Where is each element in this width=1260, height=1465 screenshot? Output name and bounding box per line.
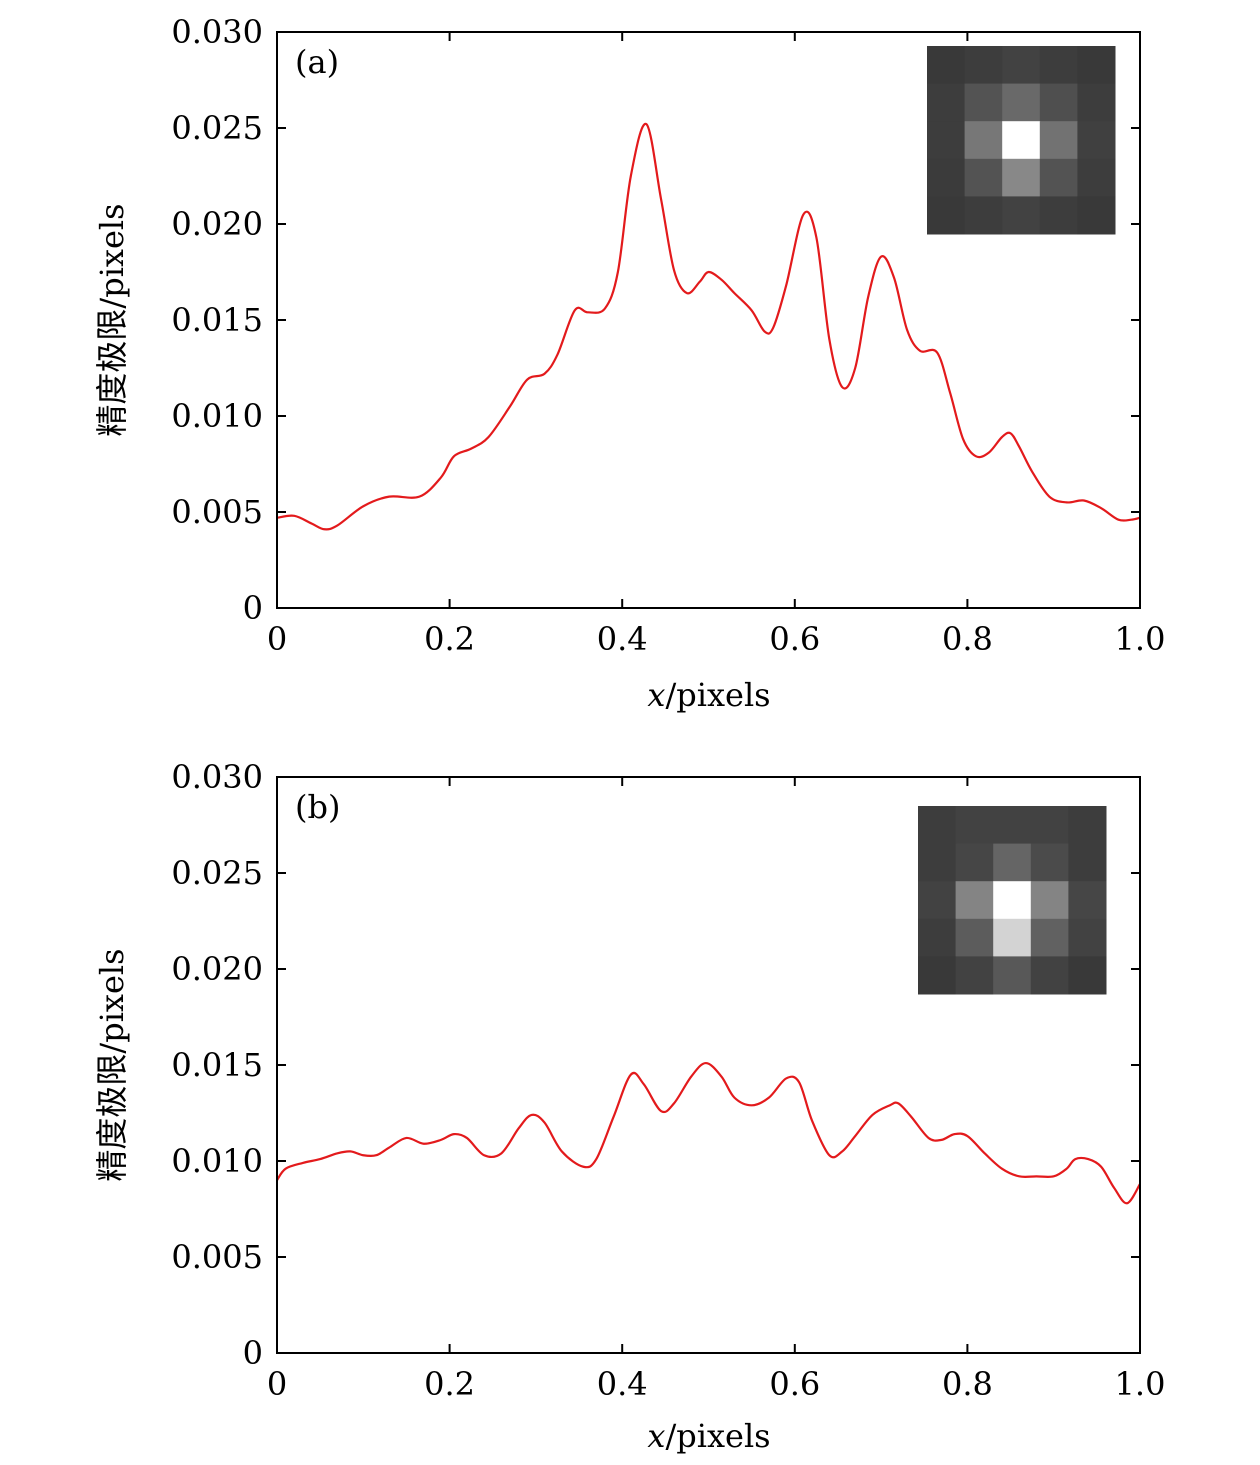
y-tick-label: 0.010 — [171, 1142, 263, 1180]
inset-pixel — [918, 881, 957, 920]
x-tick-label: 0.4 — [597, 620, 648, 658]
inset-pixel — [955, 918, 994, 957]
y-tick-label: 0.005 — [171, 493, 263, 531]
inset-pixel — [1077, 83, 1116, 122]
x-ticks-a: 0 0.2 0.4 0.6 0.8 1.0 — [267, 32, 1166, 658]
x-axis-title-a: x/pixels — [647, 676, 770, 714]
inset-pixel — [1068, 806, 1107, 845]
inset-pixel — [1068, 918, 1107, 957]
inset-pixel — [964, 46, 1003, 85]
inset-pixel — [918, 806, 957, 845]
y-axis-title-b: 精度极限/pixels — [93, 948, 131, 1181]
x-axis-title-b: x/pixels — [647, 1417, 770, 1455]
x-tick-label: 0 — [267, 1365, 287, 1403]
inset-pixel — [927, 46, 966, 85]
inset-pixel — [1002, 46, 1041, 85]
y-tick-label: 0.005 — [171, 1238, 263, 1276]
inset-pixel — [993, 843, 1032, 882]
inset-pixel — [927, 158, 966, 197]
y-tick-label: 0.030 — [171, 13, 263, 51]
inset-pixel — [964, 121, 1003, 160]
psf-inset-b — [918, 806, 1107, 995]
inset-pixel — [1068, 843, 1107, 882]
inset-pixel — [1030, 918, 1069, 957]
y-ticks-a: 0 0.005 0.010 0.015 0.020 0.025 0.030 — [171, 13, 1140, 627]
inset-pixel — [993, 956, 1032, 995]
inset-pixel — [1030, 843, 1069, 882]
inset-pixel — [964, 158, 1003, 197]
inset-pixel — [993, 881, 1032, 920]
panel-label-b: (b) — [295, 788, 340, 826]
x-tick-label: 0.8 — [942, 620, 993, 658]
inset-pixel — [927, 121, 966, 160]
inset-pixel — [1039, 158, 1078, 197]
x-tick-label: 0 — [267, 620, 287, 658]
y-ticks-b: 0 0.005 0.010 0.015 0.020 0.025 0.030 — [171, 758, 1140, 1372]
x-tick-label: 0.8 — [942, 1365, 993, 1403]
y-axis-title-a: 精度极限/pixels — [93, 203, 131, 436]
inset-pixel — [955, 881, 994, 920]
y-tick-label: 0.020 — [171, 205, 263, 243]
inset-pixel — [1077, 158, 1116, 197]
inset-pixel — [1077, 196, 1116, 235]
inset-pixel — [1039, 83, 1078, 122]
inset-pixel — [1039, 196, 1078, 235]
y-tick-label: 0.020 — [171, 950, 263, 988]
x-tick-label: 0.6 — [769, 620, 820, 658]
panel-label-a: (a) — [295, 43, 339, 81]
x-tick-label: 1.0 — [1115, 620, 1166, 658]
inset-pixel — [1030, 956, 1069, 995]
y-tick-label: 0.025 — [171, 109, 263, 147]
psf-inset-a — [927, 46, 1116, 235]
inset-pixel — [927, 196, 966, 235]
inset-pixel — [964, 196, 1003, 235]
plot-frame-b — [276, 776, 1141, 1354]
inset-pixel — [1039, 121, 1078, 160]
inset-pixel — [1002, 196, 1041, 235]
inset-pixel — [927, 83, 966, 122]
x-tick-label: 1.0 — [1115, 1365, 1166, 1403]
inset-pixel — [918, 956, 957, 995]
inset-pixel — [955, 843, 994, 882]
inset-pixel — [1068, 956, 1107, 995]
x-tick-label: 0.4 — [597, 1365, 648, 1403]
inset-pixel — [1068, 881, 1107, 920]
inset-pixel — [964, 83, 1003, 122]
inset-pixel — [1039, 46, 1078, 85]
x-tick-label: 0.6 — [769, 1365, 820, 1403]
inset-pixel — [1002, 121, 1041, 160]
inset-pixel — [955, 956, 994, 995]
inset-pixel — [918, 918, 957, 957]
inset-pixel — [955, 806, 994, 845]
x-tick-label: 0.2 — [424, 620, 475, 658]
inset-pixel — [1002, 158, 1041, 197]
y-tick-label: 0 — [243, 1334, 263, 1372]
inset-pixel — [993, 806, 1032, 845]
inset-pixel — [1077, 46, 1116, 85]
y-tick-label: 0.025 — [171, 854, 263, 892]
inset-pixel — [1002, 83, 1041, 122]
inset-pixel — [1077, 121, 1116, 160]
x-tick-label: 0.2 — [424, 1365, 475, 1403]
y-tick-label: 0.015 — [171, 301, 263, 339]
plot-frame-a — [276, 31, 1141, 609]
inset-pixel — [1030, 881, 1069, 920]
y-tick-label: 0.010 — [171, 397, 263, 435]
series-line-b — [276, 1061, 1141, 1205]
series-line-a — [276, 123, 1141, 531]
inset-pixel — [918, 843, 957, 882]
y-tick-label: 0.015 — [171, 1046, 263, 1084]
inset-pixel — [993, 918, 1032, 957]
inset-pixel — [1030, 806, 1069, 845]
y-tick-label: 0.030 — [171, 758, 263, 796]
y-tick-label: 0 — [243, 589, 263, 627]
